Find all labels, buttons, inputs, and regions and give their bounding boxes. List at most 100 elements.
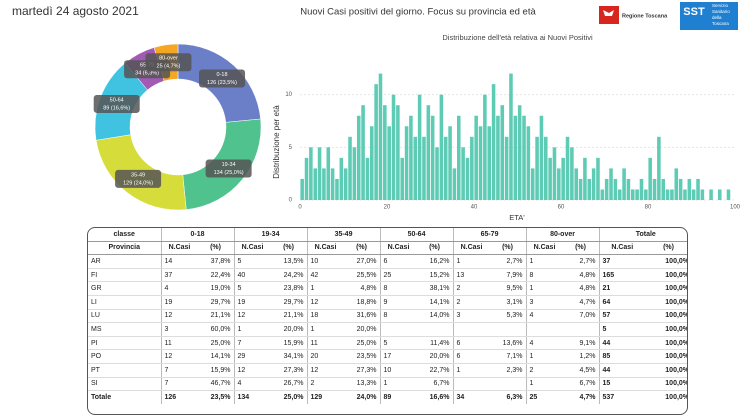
hist-bar	[657, 136, 661, 200]
hist-bar	[635, 189, 639, 200]
table-cell: 14,1%	[197, 349, 235, 364]
hist-bar	[326, 147, 331, 200]
table-cell	[452, 322, 490, 337]
table-cell: Totale	[598, 228, 687, 242]
table-cell: 1	[306, 322, 344, 337]
x-axis-label: ETA'	[509, 213, 525, 222]
hist-bar	[591, 168, 596, 200]
table-cell: 100,0%	[645, 363, 687, 378]
sst-line: Sanitario	[712, 9, 730, 14]
table-cell: 7	[233, 336, 271, 351]
table-cell: 34,1%	[270, 349, 308, 364]
table-cell: 1,2%	[562, 349, 600, 364]
table-cell: 10	[379, 363, 417, 378]
table-cell: LU	[88, 309, 161, 324]
table-cell: (%)	[416, 241, 454, 256]
table-cell: 2	[525, 363, 563, 378]
hist-bar	[639, 178, 644, 200]
hist-bar	[339, 157, 344, 200]
table-cell: PT	[88, 363, 161, 378]
table-cell: 16,6%	[416, 390, 454, 404]
hist-bar	[522, 115, 526, 200]
table-cell: 134	[233, 390, 271, 404]
province-table: classe 0-18 19-34 35-49 50-64 65-79 80-over Tot…	[88, 228, 687, 404]
hist-bar	[726, 189, 731, 200]
table-cell: 1	[452, 363, 490, 378]
table-cell: 5	[379, 336, 417, 351]
table-cell: 64	[598, 295, 646, 310]
table-cell: 21,1%	[270, 309, 308, 324]
table-cell: 3	[160, 322, 198, 337]
table-cell: 14,0%	[416, 309, 454, 324]
table-cell: 27,3%	[270, 363, 308, 378]
table-cell: 13,5%	[270, 254, 308, 269]
table-cell: 23,8%	[270, 281, 308, 296]
table-cell: 25	[379, 268, 417, 283]
table-cell: 4,8%	[562, 281, 600, 296]
table-cell: 2,7%	[562, 254, 600, 269]
table-cell: 3	[452, 309, 490, 324]
table-cell: 25,0%	[343, 336, 381, 351]
table-row: Provincia N.Casi (%) N.Casi (%) N.Casi (%) N.Ca…	[88, 241, 687, 256]
y-tick-label: 5	[289, 145, 293, 151]
hist-bar	[683, 189, 687, 200]
table-cell: N.Casi	[306, 241, 344, 256]
table-cell: 7,0%	[562, 309, 600, 324]
table-cell: MS	[88, 322, 161, 337]
hist-bar	[430, 115, 435, 200]
hist-bar	[483, 94, 487, 200]
table-cell: 3,1%	[489, 295, 527, 310]
hist-bar	[604, 178, 609, 200]
hist-bar	[396, 105, 400, 200]
logo-text: Regione Toscana	[622, 13, 668, 19]
table-cell: 12	[160, 309, 198, 324]
hist-bar	[309, 147, 313, 200]
hist-bar	[583, 157, 587, 200]
table-cell: 27,0%	[343, 254, 381, 269]
hist-bar	[552, 147, 557, 200]
table-cell: 34	[452, 390, 490, 404]
table-row: AR 14 37,8% 5 13,5% 10 27,0% 6 16,2% 1 2,7% 1 2,7% 37…	[88, 254, 687, 269]
hist-bar	[644, 189, 648, 200]
table-row: PO 12 14,1% 29 34,1% 20 23,5% 17 20,0% 6 7,1% 1 1,2%…	[88, 349, 687, 364]
table-cell: 8	[525, 268, 563, 283]
hist-bar	[561, 157, 565, 200]
table-cell: 12	[160, 349, 198, 364]
table-row: SI 7 46,7% 4 26,7% 2 13,3% 1 6,7% 1 6,7% 15 100,0%	[88, 377, 687, 392]
hist-bar	[365, 157, 370, 200]
hist-bar	[696, 178, 700, 200]
table-cell: 50-64	[379, 228, 454, 242]
table-cell: 25	[525, 390, 563, 404]
table-cell	[416, 322, 454, 337]
table-cell: 4	[233, 377, 271, 392]
table-cell: 5	[598, 322, 646, 337]
slice-label: 0-18	[217, 72, 228, 78]
table-row: classe 0-18 19-34 35-49 50-64 65-79 80-over Tot…	[88, 228, 687, 242]
table-cell: 10	[306, 254, 344, 269]
table-cell: 37	[598, 254, 646, 269]
y-tick-label: 0	[289, 198, 293, 204]
table-cell: 16,2%	[416, 254, 454, 269]
hist-bar	[452, 168, 457, 200]
table-cell: 8	[379, 309, 417, 324]
hist-bar	[474, 115, 478, 200]
table-cell: N.Casi	[525, 241, 563, 256]
x-tick-label: 0	[298, 205, 302, 211]
table-cell: 12	[233, 309, 271, 324]
table-cell: (%)	[489, 241, 527, 256]
table-cell: 21	[598, 281, 646, 296]
hist-bar	[422, 136, 426, 200]
hist-bar	[439, 94, 444, 200]
table-cell: 8	[379, 281, 417, 296]
hist-bar	[361, 105, 365, 200]
table-cell: 129	[306, 390, 344, 404]
table-cell: 2,3%	[489, 363, 527, 378]
table-cell: 4,7%	[562, 390, 600, 404]
table-cell: 6	[379, 254, 417, 269]
table-cell: FI	[88, 268, 161, 283]
hist-bar	[609, 168, 613, 200]
hist-bar	[596, 157, 600, 200]
table-cell: 19-34	[233, 228, 308, 242]
table-cell: 4,7%	[562, 295, 600, 310]
